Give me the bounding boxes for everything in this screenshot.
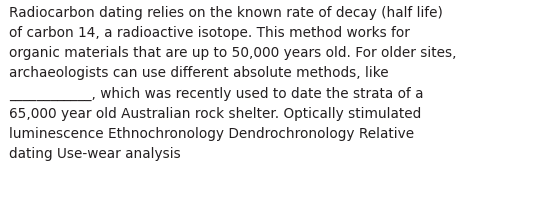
Text: Radiocarbon dating relies on the known rate of decay (half life)
of carbon 14, a: Radiocarbon dating relies on the known r…: [9, 6, 456, 161]
